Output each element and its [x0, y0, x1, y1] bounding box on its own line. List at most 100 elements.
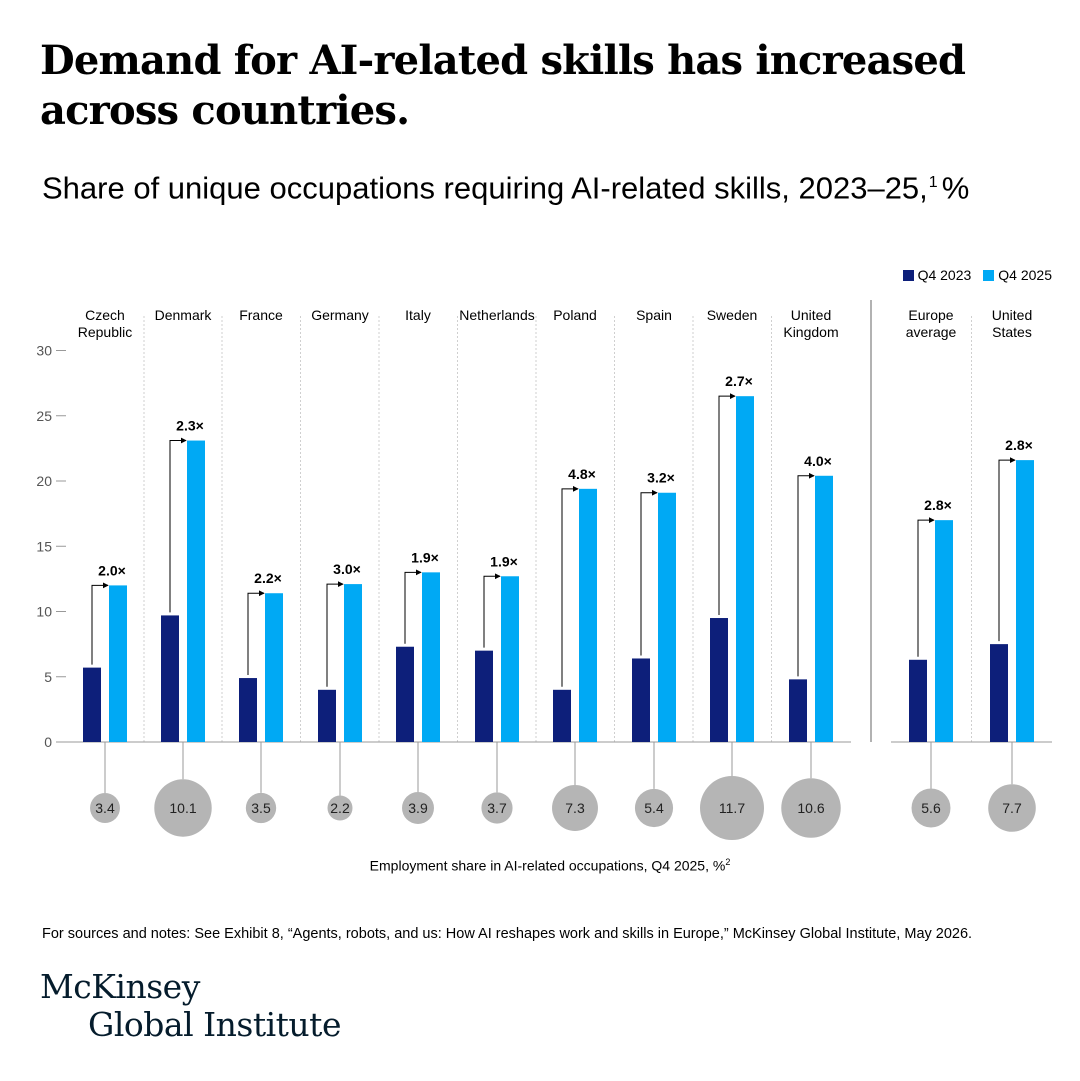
employment-bubble-label: 11.7 [719, 800, 745, 816]
employment-bubble [988, 784, 1036, 832]
employment-bubble [90, 793, 120, 823]
category-label: Denmark [155, 307, 213, 323]
bar-q4-2025 [658, 492, 676, 742]
multiplier-label: 2.8× [1005, 437, 1033, 453]
multiplier-label: 3.2× [647, 470, 675, 486]
employment-bubble-label: 10.1 [169, 800, 196, 816]
growth-arrow [483, 573, 501, 648]
chart-subtitle: Share of unique occupations requiring AI… [42, 162, 1002, 209]
bar-q4-2023 [239, 678, 257, 742]
bar-q4-2023 [632, 658, 650, 742]
employment-bubble [402, 792, 434, 824]
bar-q4-2025 [736, 396, 754, 742]
employment-bubble [700, 776, 764, 840]
y-tick-label: 20 [36, 473, 52, 489]
multiplier-label: 4.0× [804, 453, 832, 469]
employment-bubble-label: 3.5 [251, 800, 271, 816]
employment-bubble-label: 7.7 [1002, 800, 1022, 816]
bar-q4-2025 [579, 488, 597, 742]
employment-bubble-label: 5.4 [644, 800, 664, 816]
employment-bubble-label: 10.6 [797, 800, 824, 816]
bar-q4-2025 [815, 475, 833, 742]
category-label: Republic [78, 324, 132, 340]
bar-q4-2025 [265, 593, 283, 742]
multiplier-label: 1.9× [490, 553, 518, 569]
employment-bubble-label: 3.9 [408, 800, 428, 816]
growth-arrow [561, 485, 579, 687]
category-label: Germany [311, 307, 369, 323]
employment-bubble-label: 3.7 [487, 800, 507, 816]
multiplier-label: 2.8× [924, 497, 952, 513]
employment-bubble-label: 7.3 [565, 800, 585, 816]
category-label: Sweden [707, 307, 758, 323]
growth-arrow [917, 517, 935, 657]
legend-label-q4-2025: Q4 2025 [998, 267, 1052, 283]
growth-arrow [91, 582, 109, 665]
employment-bubble [481, 792, 513, 824]
employment-bubble [154, 779, 212, 837]
sources-note: For sources and notes: See Exhibit 8, “A… [42, 926, 973, 942]
employment-bubble [911, 788, 951, 828]
bubble-caption: Employment share in AI-related occupatio… [0, 857, 1080, 874]
subtitle-footnote-mark: 1 [928, 174, 938, 191]
growth-arrow [998, 457, 1016, 642]
bar-q4-2023 [909, 659, 927, 742]
bar-q4-2023 [396, 646, 414, 742]
employment-bubble [327, 795, 353, 821]
bar-q4-2025 [1016, 460, 1034, 742]
category-label: Italy [405, 307, 431, 323]
bar-q4-2023 [710, 618, 728, 742]
legend-swatch-q4-2025 [983, 269, 995, 281]
logo-line-1: McKinsey [40, 967, 200, 1006]
employment-bubble [552, 785, 598, 831]
multiplier-label: 3.0× [333, 561, 361, 577]
legend-swatch-q4-2023 [902, 269, 914, 281]
legend-item-q4-2023: Q4 2023 [902, 267, 972, 283]
y-tick-label: 0 [44, 734, 52, 750]
category-label: Netherlands [459, 307, 535, 323]
category-label: United [992, 307, 1032, 323]
multiplier-label: 2.0× [98, 562, 126, 578]
y-tick-label: 30 [36, 343, 52, 359]
bar-q4-2023 [475, 650, 493, 742]
growth-arrow [797, 472, 815, 677]
employment-bubble [781, 778, 841, 838]
category-label: Kingdom [783, 324, 838, 340]
category-label: Europe [908, 307, 953, 323]
multiplier-label: 1.9× [411, 549, 439, 565]
bar-q4-2025 [935, 520, 953, 742]
multiplier-label: 2.7× [725, 373, 753, 389]
mckinsey-logo: McKinsey Global Institute [40, 968, 341, 1044]
bar-q4-2023 [789, 679, 807, 742]
y-tick-label: 10 [36, 604, 52, 620]
employment-bubble-label: 2.2 [330, 800, 350, 816]
bar-q4-2025 [501, 576, 519, 742]
category-label: States [992, 324, 1032, 340]
y-tick-label: 5 [44, 669, 52, 685]
bar-q4-2025 [344, 584, 362, 742]
bar-q4-2023 [553, 689, 571, 742]
legend-label-q4-2023: Q4 2023 [917, 267, 972, 283]
bubble-caption-footnote: 2 [725, 857, 731, 867]
employment-bubble [634, 788, 674, 828]
category-label: Poland [553, 307, 597, 323]
bubble-caption-text: Employment share in AI-related occupatio… [369, 857, 726, 874]
multiplier-label: 4.8× [568, 466, 596, 482]
growth-arrow [404, 569, 422, 644]
chart-legend: Q4 2023 Q4 2025 [902, 267, 1052, 283]
category-label: Spain [636, 307, 672, 323]
category-label: United [791, 307, 831, 323]
bar-q4-2023 [318, 689, 336, 742]
multiplier-label: 2.3× [176, 418, 204, 434]
employment-bubble-label: 5.6 [921, 800, 941, 816]
bar-q4-2023 [83, 667, 101, 742]
category-label: Czech [85, 307, 125, 323]
growth-arrow [718, 393, 736, 616]
category-label: France [239, 307, 283, 323]
multiplier-label: 2.2× [254, 570, 282, 586]
bar-q4-2025 [187, 440, 205, 742]
employment-bubble [245, 792, 277, 824]
bar-q4-2025 [109, 585, 127, 742]
logo-line-2: Global Institute [88, 1005, 341, 1044]
